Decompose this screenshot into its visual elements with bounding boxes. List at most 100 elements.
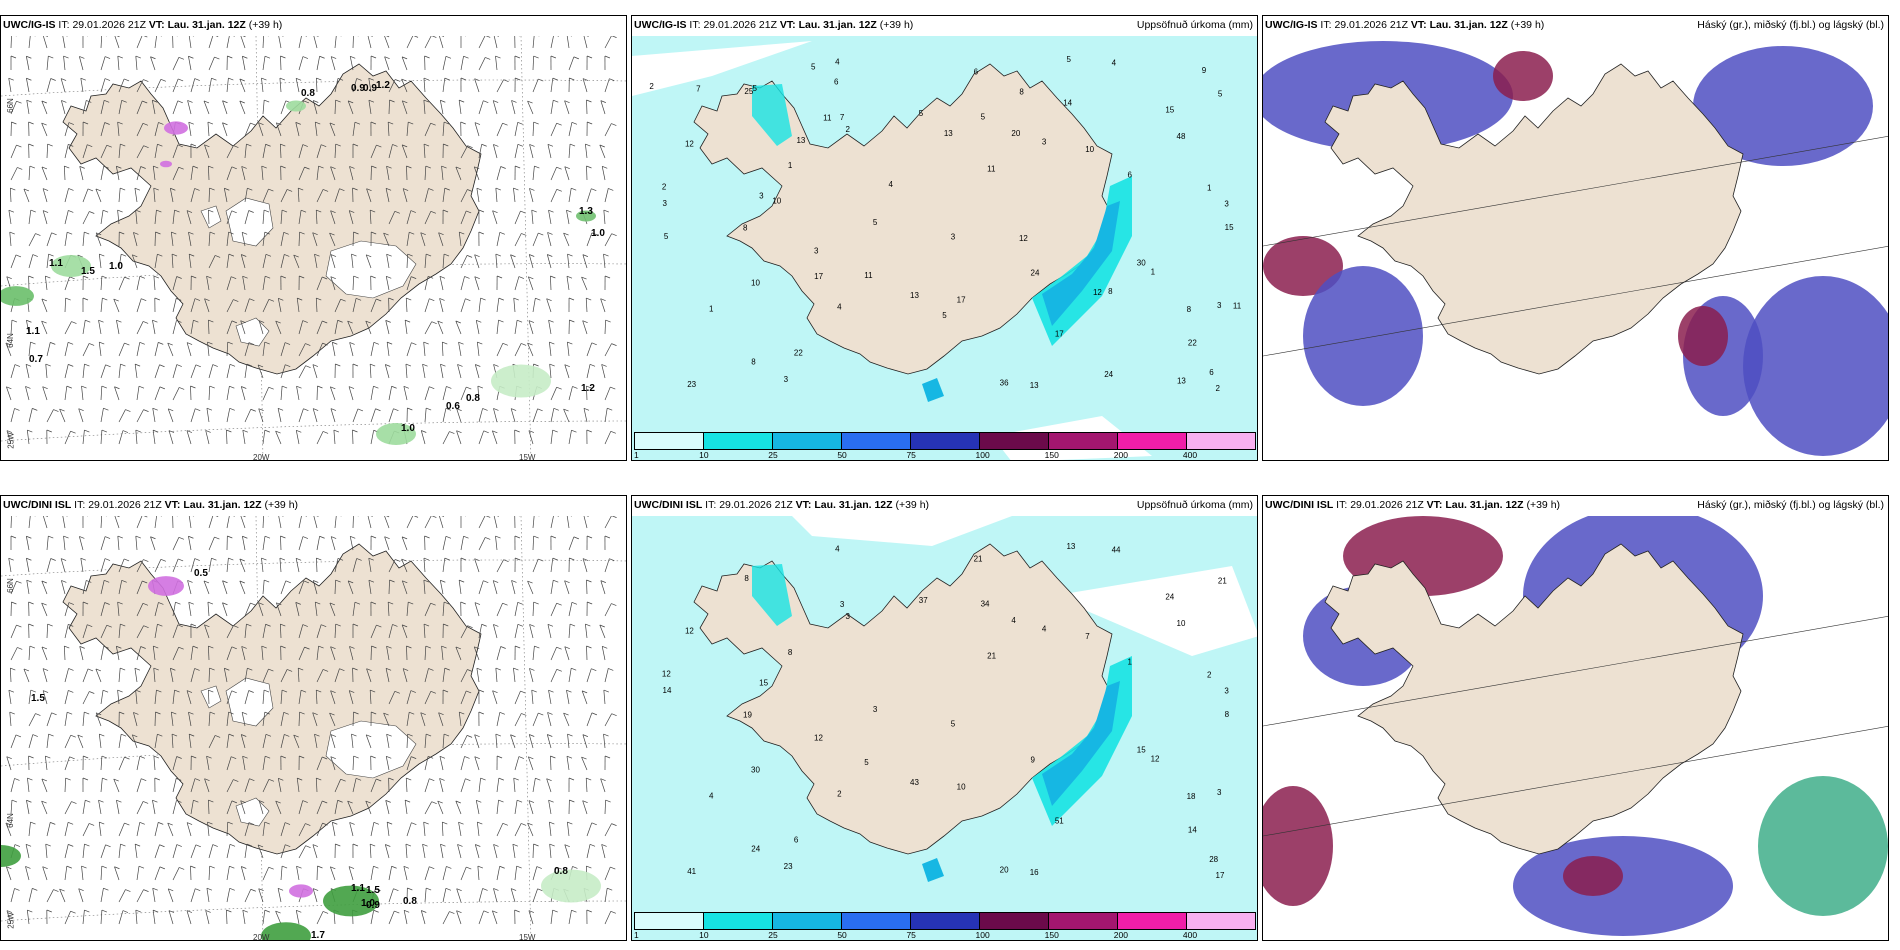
precip-value-label: 18 bbox=[1187, 792, 1196, 801]
wind-value-label: 0.9 bbox=[366, 900, 380, 911]
cloud-blob bbox=[1263, 236, 1343, 296]
precip-blob bbox=[576, 210, 596, 222]
colorbar-swatch bbox=[1049, 433, 1118, 449]
precip-value-label: 3 bbox=[846, 612, 851, 621]
precip-value-label: 7 bbox=[840, 113, 845, 122]
precip-value-label: 12 bbox=[1151, 754, 1160, 763]
precip-value-label: 30 bbox=[1137, 259, 1146, 268]
precip-value-label: 23 bbox=[784, 862, 793, 871]
colorbar-swatch bbox=[842, 913, 911, 929]
precip-value-label: 34 bbox=[981, 599, 990, 608]
cloud-map bbox=[1263, 516, 1888, 940]
precip-value-label: 3 bbox=[784, 375, 789, 384]
wind-value-label: 0.9 bbox=[363, 83, 377, 94]
colorbar-swatch bbox=[773, 913, 842, 929]
precip-blob bbox=[541, 869, 601, 903]
precip-value-label: 6 bbox=[974, 67, 979, 76]
lat-label-66: 66N bbox=[5, 578, 15, 593]
panel-subtitle: Uppsöfnuð úrkoma (mm) bbox=[1136, 499, 1253, 511]
colorbar-level-label: 10 bbox=[699, 450, 709, 460]
cloud-blob bbox=[1303, 266, 1423, 406]
precip-value-label: 6 bbox=[1127, 171, 1132, 180]
cloud-blob bbox=[1513, 836, 1733, 936]
colorbar-level-label: 10 bbox=[699, 930, 709, 940]
precip-value-label: 5 bbox=[864, 758, 869, 767]
colorbar-swatch bbox=[980, 913, 1049, 929]
precip-value-label: 25 bbox=[744, 87, 753, 96]
precip-value-label: 2 bbox=[662, 182, 667, 191]
precip-value-label: 48 bbox=[1177, 132, 1186, 141]
panel-title: UWC/IG-IS IT: 29.01.2026 21Z VT: Lau. 31… bbox=[634, 19, 914, 31]
precip-value-label: 7 bbox=[1085, 632, 1090, 641]
precip-value-label: 30 bbox=[751, 766, 760, 775]
colorbar-swatch bbox=[773, 433, 842, 449]
precip-value-label: 12 bbox=[685, 627, 694, 636]
precip-blob bbox=[1, 845, 21, 867]
precip-value-label: 1 bbox=[1127, 658, 1132, 667]
precip-value-label: 4 bbox=[1112, 59, 1117, 68]
precip-blob bbox=[376, 423, 416, 445]
precip-value-label: 24 bbox=[1104, 370, 1113, 379]
precip-value-label: 15 bbox=[1165, 106, 1174, 115]
cloud-blob bbox=[1758, 776, 1888, 916]
precip-value-label: 3 bbox=[1224, 687, 1229, 696]
wind-value-label: 1.1 bbox=[49, 258, 63, 269]
wind-value-label: 1.0 bbox=[109, 261, 123, 272]
precip-value-label: 51 bbox=[1055, 817, 1064, 826]
precip-value-label: 12 bbox=[1093, 288, 1102, 297]
precip-value-label: 2 bbox=[1216, 384, 1221, 393]
precip-value-label: 41 bbox=[687, 867, 696, 876]
precip-value-label: 4 bbox=[835, 57, 840, 66]
colorbar-level-label: 150 bbox=[1044, 930, 1059, 940]
colorbar-labels: 1 10 25 50 75 100 150 200 400 bbox=[634, 930, 1256, 940]
colorbar-labels: 1 10 25 50 75 100 150 200 400 bbox=[634, 450, 1256, 460]
precip-value-label: 8 bbox=[1108, 287, 1113, 296]
precip-value-label: 5 bbox=[981, 112, 986, 121]
colorbar-swatch bbox=[1118, 913, 1187, 929]
wind-value-label: 0.8 bbox=[466, 393, 480, 404]
precip-value-label: 8 bbox=[788, 648, 793, 657]
wind-value-label: 0.6 bbox=[446, 401, 460, 412]
precip-value-label: 3 bbox=[1217, 301, 1222, 310]
precip-value-label: 3 bbox=[873, 705, 878, 714]
colorbar-swatch bbox=[635, 913, 704, 929]
colorbar-swatch bbox=[1118, 433, 1187, 449]
colorbar-swatch bbox=[704, 913, 773, 929]
colorbar-level-label: 25 bbox=[768, 450, 778, 460]
precip-value-label: 4 bbox=[889, 180, 894, 189]
precip-value-label: 36 bbox=[1000, 378, 1009, 387]
wind-value-label: 1.5 bbox=[31, 693, 45, 704]
wind-value-label: 1.1 bbox=[351, 883, 365, 894]
precip-value-label: 9 bbox=[1031, 755, 1036, 764]
panel-title: UWC/DINI ISL IT: 29.01.2026 21Z VT: Lau.… bbox=[634, 499, 930, 511]
precip-value-label: 21 bbox=[987, 651, 996, 660]
colorbar-level-label: 100 bbox=[975, 930, 990, 940]
lat-label-64: 64N bbox=[5, 333, 15, 348]
cloud-blob bbox=[1678, 306, 1728, 366]
cloud-blob bbox=[1563, 856, 1623, 896]
panel-subtitle: Uppsöfnuð úrkoma (mm) bbox=[1136, 19, 1253, 31]
colorbar-level-label: 1 bbox=[634, 930, 639, 940]
lat-label-66: 66N bbox=[5, 98, 15, 113]
precip-blob bbox=[160, 160, 172, 168]
precip-value-label: 43 bbox=[910, 778, 919, 787]
precip-value-label: 22 bbox=[1188, 338, 1197, 347]
precip-blob bbox=[323, 885, 379, 917]
colorbar-swatch bbox=[1187, 913, 1255, 929]
precip-value-label: 5 bbox=[942, 311, 947, 320]
precip-value-label: 4 bbox=[835, 544, 840, 553]
precip-blob bbox=[1, 286, 34, 306]
wind-value-label: 0.5 bbox=[194, 568, 208, 579]
precip-value-label: 1 bbox=[788, 161, 793, 170]
wind-value-label: 1.0 bbox=[401, 423, 415, 434]
lon-label-20: 20W bbox=[253, 933, 270, 941]
lat-label-64: 64N bbox=[5, 813, 15, 828]
precip-value-label: 8 bbox=[751, 358, 756, 367]
precip-value-label: 37 bbox=[919, 596, 928, 605]
precip-value-label: 2 bbox=[649, 82, 654, 91]
colorbar-level-label: 100 bbox=[975, 450, 990, 460]
precip-value-label: 4 bbox=[837, 302, 842, 311]
precip-value-label: 5 bbox=[811, 62, 816, 71]
colorbar-level-label: 400 bbox=[1182, 930, 1198, 940]
colorbar-level-label: 25 bbox=[768, 930, 778, 940]
